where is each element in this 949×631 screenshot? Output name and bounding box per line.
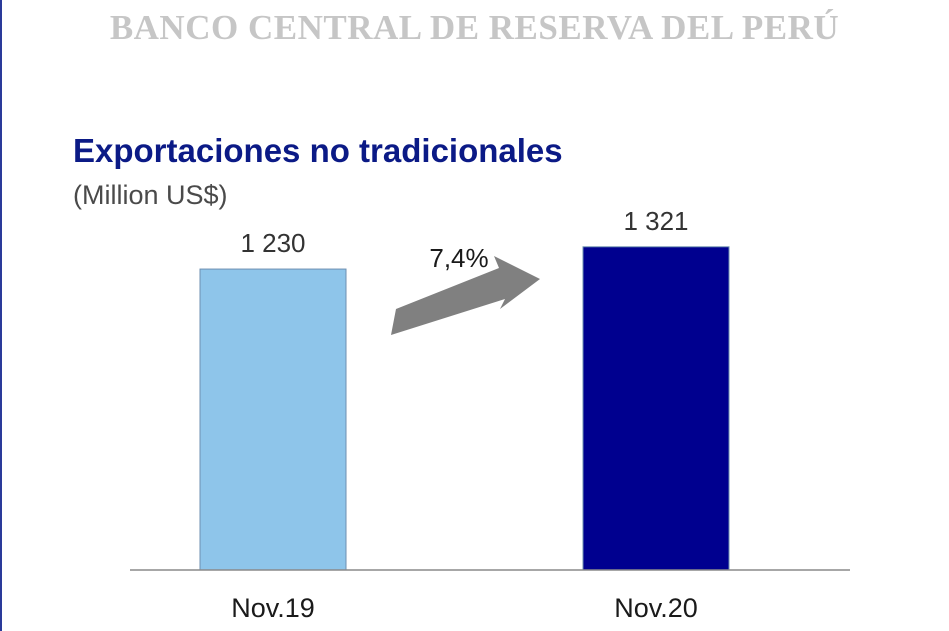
bar-nov-19 bbox=[199, 268, 347, 571]
x-tick-label: Nov.20 bbox=[614, 593, 698, 623]
growth-annotation: 7,4% bbox=[429, 243, 488, 273]
bank-header: BANCO CENTRAL DE RESERVA DEL PERÚ bbox=[109, 8, 840, 47]
x-tick-label: Nov.19 bbox=[231, 593, 315, 623]
left-border-line bbox=[0, 0, 2, 631]
data-label: 1 230 bbox=[240, 228, 305, 258]
growth-arrow-icon bbox=[391, 256, 540, 335]
bar-nov-20 bbox=[582, 246, 730, 571]
data-label: 1 321 bbox=[623, 206, 688, 236]
chart-subtitle: (Million US$) bbox=[73, 180, 228, 210]
chart-title: Exportaciones no tradicionales bbox=[73, 132, 563, 169]
